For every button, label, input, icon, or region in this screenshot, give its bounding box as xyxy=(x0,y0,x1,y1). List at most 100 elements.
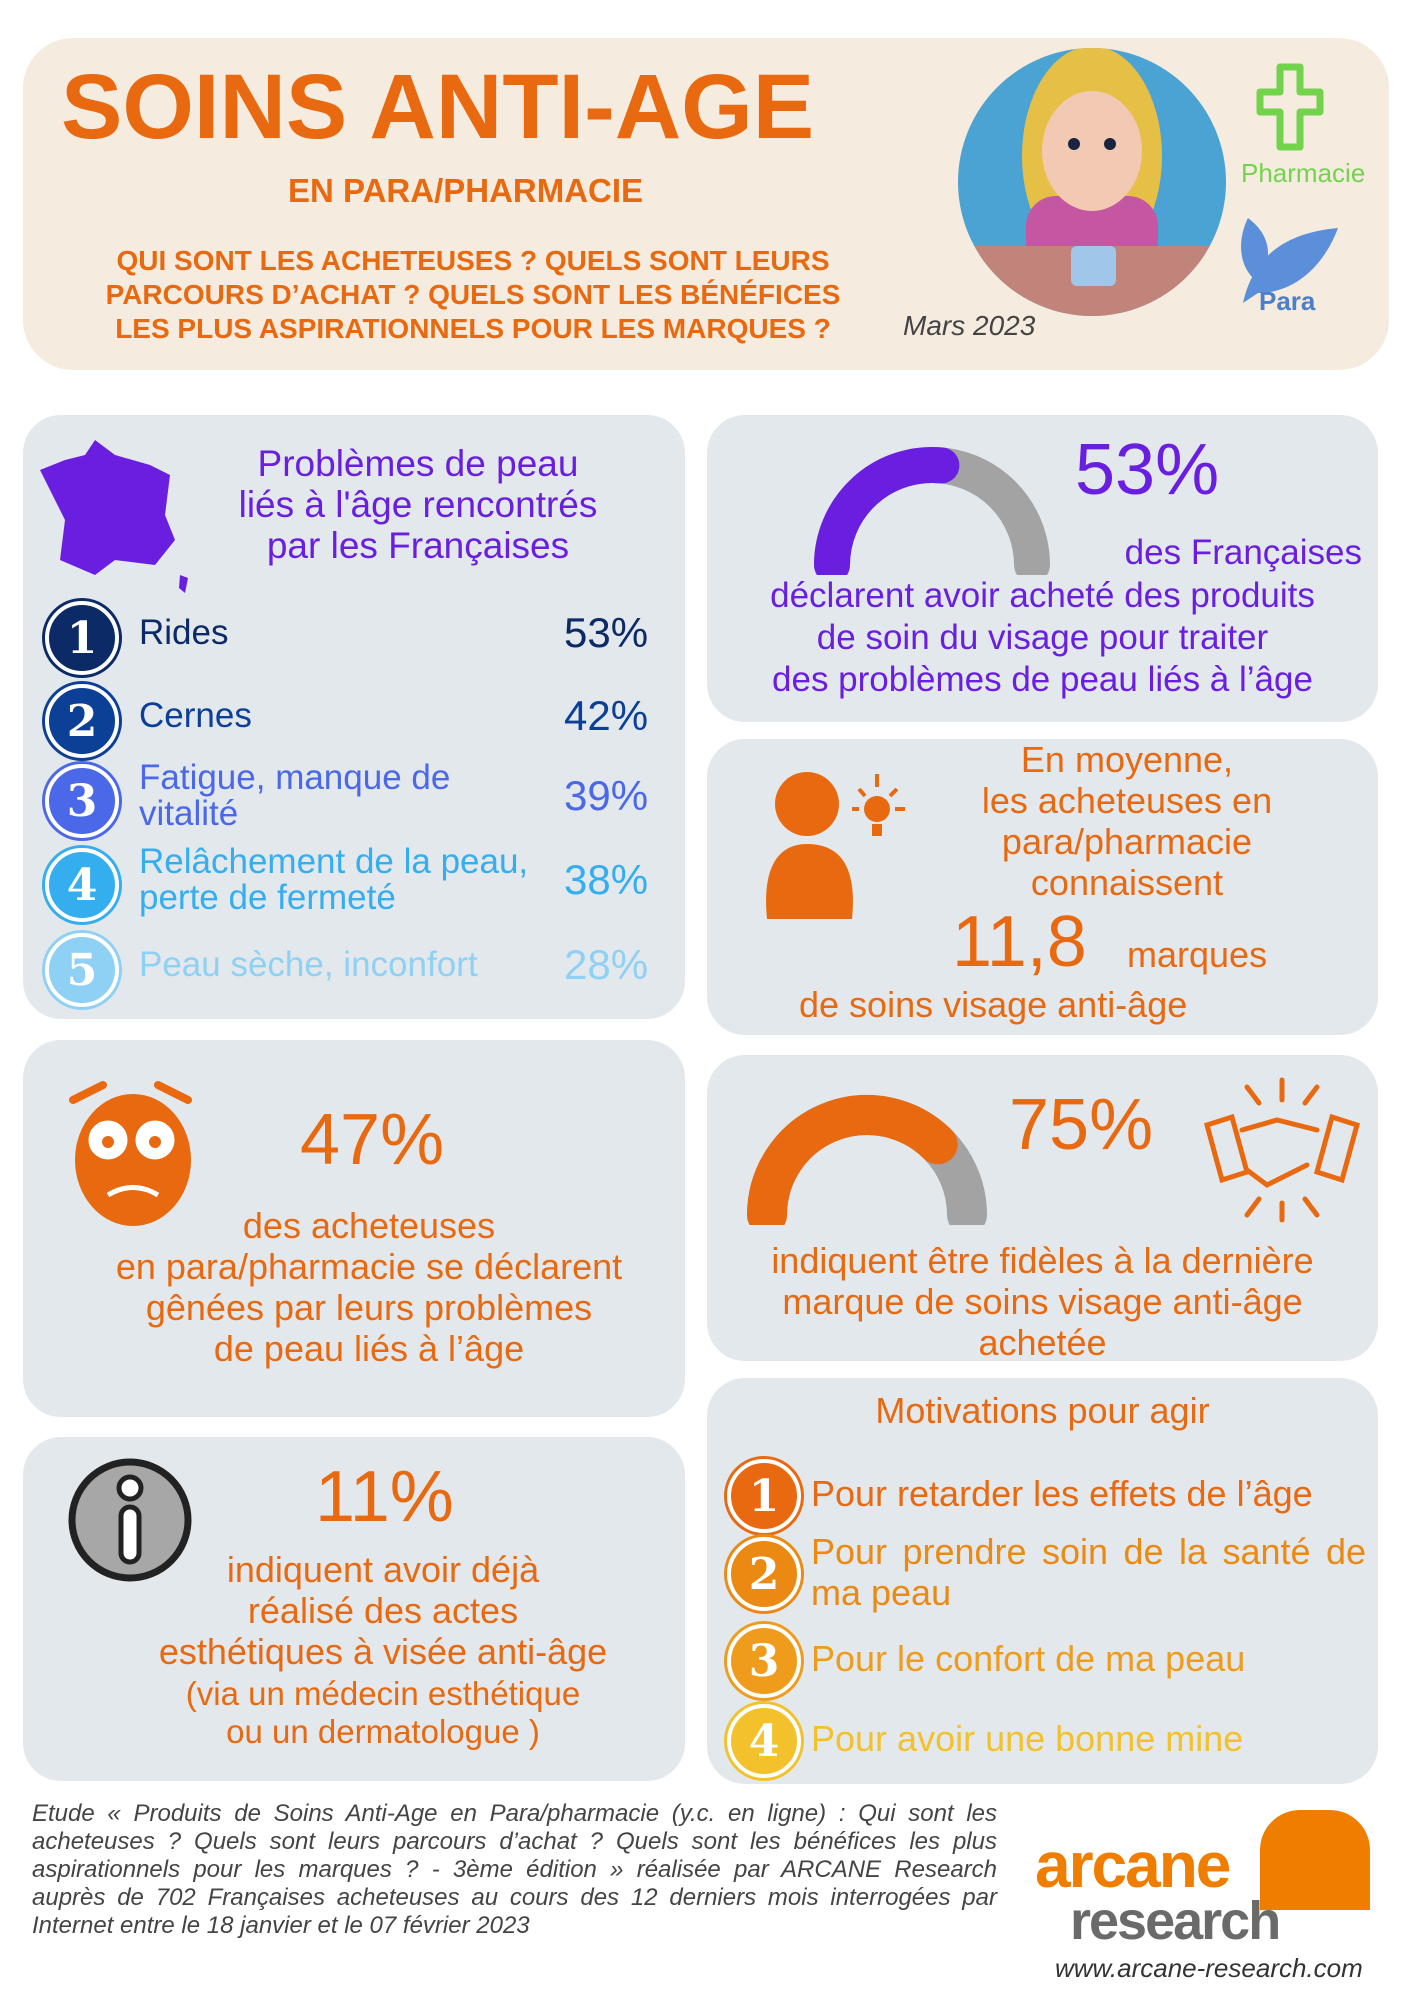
stat-text-line: en para/pharmacie se déclarent xyxy=(115,1246,623,1287)
rank-number: 3 xyxy=(66,775,98,827)
problem-percentage: 42% xyxy=(564,692,649,739)
stat-value: 53% xyxy=(1075,430,1220,510)
stat-text-line: des acheteuses xyxy=(242,1205,496,1246)
text-line: les acheteuses en xyxy=(981,780,1273,821)
problems-list: 1 Rides 53% 2 Cernes 42% 3 Fatigue, manque de v… xyxy=(39,595,669,1007)
brands-value: 11,8 xyxy=(952,902,1087,982)
handshake-icon xyxy=(1203,1077,1361,1223)
rank-number: 1 xyxy=(66,612,98,664)
note-line: (via un médecin esthétique xyxy=(185,1675,581,1712)
thinking-woman-icon xyxy=(766,772,905,919)
text-line: En moyenne, xyxy=(1020,739,1234,780)
question-line: LES PLUS ASPIRATIONNELS POUR LES MARQUES… xyxy=(115,313,831,344)
stat-text: déclarent avoir acheté des produits de s… xyxy=(707,575,1378,701)
loyalty-stat-card: 75% indiquent être fidèles à la dernière… xyxy=(707,1055,1378,1363)
logo-research: research xyxy=(1070,1891,1281,1951)
pharmacy-cross-icon xyxy=(1256,63,1324,151)
rank-badge: 4 xyxy=(727,1704,801,1778)
logo-mark xyxy=(1260,1810,1370,1910)
gauge-fill xyxy=(747,1095,958,1225)
gauge-fill xyxy=(814,446,960,575)
problem-label: Cernes xyxy=(139,696,252,735)
question-line: QUI SONT LES ACHETEUSES ? QUELS SONT LEU… xyxy=(116,245,830,276)
stat-text-line: des problèmes de peau liés à l’âge xyxy=(772,660,1313,699)
leaf-icon xyxy=(1241,218,1338,303)
france-map-icon xyxy=(40,440,188,593)
rank-number: 2 xyxy=(748,1548,780,1600)
motivation-label: Pour retarder les effets de l’âge xyxy=(811,1473,1313,1514)
woman-illustration xyxy=(958,48,1226,316)
rank-badge: 3 xyxy=(727,1624,801,1698)
date-label: Mars 2023 xyxy=(903,310,1036,341)
motivation-label: Pour avoir une bonne mine xyxy=(811,1718,1244,1759)
header-panel: SOINS ANTI-AGE EN PARA/PHARMACIE QUI SON… xyxy=(23,38,1389,370)
brands-known-card: En moyenne, les acheteuses en para/pharm… xyxy=(707,739,1378,1035)
problem-percentage: 28% xyxy=(564,941,649,988)
rank-badge: 1 xyxy=(45,601,119,675)
page-title: SOINS ANTI-AGE xyxy=(61,56,815,158)
title-line: liés à l'âge rencontrés xyxy=(238,484,598,525)
stat-text-line: indiquent avoir déjà xyxy=(226,1549,540,1590)
rank-number: 1 xyxy=(748,1470,780,1522)
info-icon xyxy=(68,1458,192,1582)
stat-text-line: indiquent être fidèles à la dernière xyxy=(771,1240,1314,1281)
text-line: connaissent xyxy=(1030,862,1224,903)
problem-percentage: 39% xyxy=(564,772,649,819)
question-line: PARCOURS D’ACHAT ? QUELS SONT LES BÉNÉFI… xyxy=(105,279,841,310)
rank-number: 4 xyxy=(748,1715,780,1767)
rank-number: 5 xyxy=(66,944,98,996)
motivation-label: Pour le confort de ma peau xyxy=(811,1638,1246,1679)
rank-badge: 2 xyxy=(45,684,119,758)
stat-text-line: réalisé des actes xyxy=(247,1590,519,1631)
para-label: Para xyxy=(1259,286,1316,316)
note-line: ou un dermatologue ) xyxy=(226,1713,540,1750)
worried-face-icon xyxy=(69,1081,192,1226)
stat-value: 11% xyxy=(315,1457,454,1537)
motivations-title: Motivations pour agir xyxy=(875,1390,1210,1431)
page-subtitle: EN PARA/PHARMACIE xyxy=(288,172,644,209)
problem-label: Peau sèche, inconfort xyxy=(139,945,478,984)
study-footnote: Etude « Produits de Soins Anti-Age en Pa… xyxy=(32,1800,997,1939)
stat-text: indiquent avoir déjà réalisé des actes e… xyxy=(103,1549,663,1672)
gauge-53 xyxy=(814,446,1050,575)
motivation-label: Pour prendre soin de la santé de ma peau xyxy=(811,1531,1366,1613)
rank-number: 4 xyxy=(66,859,98,911)
rank-badge: 3 xyxy=(45,764,119,838)
aesthetic-stat-card: 11% indiquent avoir déjà réalisé des act… xyxy=(23,1437,685,1781)
stat-text: des acheteuses en para/pharmacie se décl… xyxy=(53,1205,685,1369)
rank-number: 3 xyxy=(748,1635,780,1687)
problems-title: Problèmes de peau liés à l'âge rencontré… xyxy=(193,443,643,566)
rank-number: 2 xyxy=(66,695,98,747)
rank-badge: 2 xyxy=(727,1537,801,1611)
stat-text-line: de soin du visage pour traiter xyxy=(816,618,1269,657)
logo-arcane: arcane xyxy=(1035,1829,1231,1901)
stat-text-line: marque de soins visage anti-âge xyxy=(782,1281,1303,1322)
title-line: par les Françaises xyxy=(266,525,570,566)
stat-note: (via un médecin esthétique ou un dermato… xyxy=(103,1675,663,1751)
problem-percentage: 53% xyxy=(564,609,649,656)
website-link[interactable]: www.arcane-research.com xyxy=(1055,1953,1363,1983)
purchase-stat-card: 53% des Françaises déclarent avoir achet… xyxy=(707,415,1378,722)
arcane-logo: arcane research xyxy=(1035,1810,1385,1950)
brands-tail: de soins visage anti-âge xyxy=(799,984,1188,1025)
stat-text-line: esthétiques à visée anti-âge xyxy=(158,1631,608,1672)
motivations-list: 1 Pour retarder les effets de l’âge 2 Pour … xyxy=(721,1453,1371,1778)
gauge-75 xyxy=(747,1095,987,1225)
stat-value: 75% xyxy=(1009,1085,1154,1165)
stat-text-line: gênées par leurs problèmes xyxy=(145,1287,593,1328)
problem-label: Rides xyxy=(139,613,229,652)
embarrassed-stat-card: 47% des acheteuses en para/pharmacie se … xyxy=(23,1040,685,1417)
stat-text: indiquent être fidèles à la dernière mar… xyxy=(707,1240,1378,1363)
stat-value: 47% xyxy=(300,1100,445,1180)
stat-text-line: déclarent avoir acheté des produits xyxy=(770,576,1315,615)
problem-label: Fatigue, manque de vitalité xyxy=(139,758,451,833)
motivations-card: Motivations pour agir 1 Pour retarder les… xyxy=(707,1378,1378,1784)
rank-badge: 1 xyxy=(727,1459,801,1533)
stat-text-line: des Françaises xyxy=(1124,533,1362,572)
stat-text-line: achetée xyxy=(978,1322,1107,1363)
header-questions: QUI SONT LES ACHETEUSES ? QUELS SONT LEU… xyxy=(63,244,883,346)
problem-percentage: 38% xyxy=(564,856,649,903)
rank-badge: 4 xyxy=(45,848,119,922)
text-line: para/pharmacie xyxy=(1001,821,1253,862)
